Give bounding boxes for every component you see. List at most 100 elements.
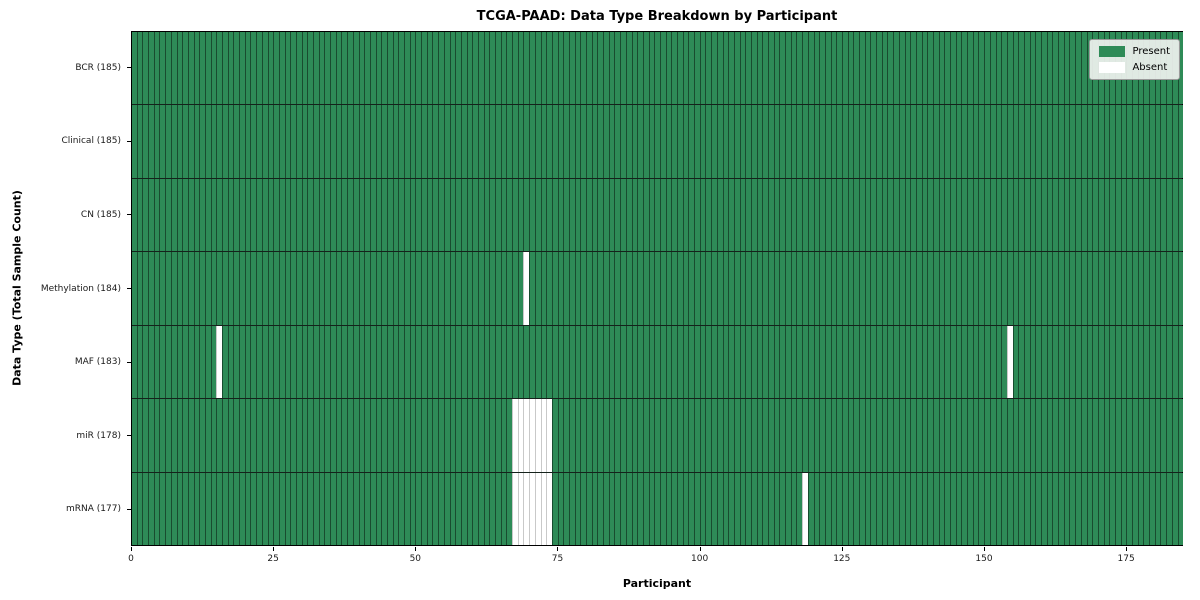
cell-present xyxy=(1154,325,1161,399)
x-tick-mark xyxy=(983,547,985,551)
cell-present xyxy=(557,32,564,105)
cell-present xyxy=(216,252,222,325)
cell-present xyxy=(1137,325,1144,399)
cell-present xyxy=(1041,32,1047,105)
cell-present xyxy=(426,399,433,472)
cell-present xyxy=(330,32,336,105)
cell-present xyxy=(500,325,507,399)
cell-present xyxy=(654,105,660,178)
cell-present xyxy=(477,399,484,472)
cell-present xyxy=(364,32,370,105)
cell-present xyxy=(995,472,1002,545)
cell-present xyxy=(1069,399,1076,472)
cell-present xyxy=(927,399,933,472)
cell-absent xyxy=(802,472,808,545)
cell-present xyxy=(273,399,279,472)
cell-present xyxy=(1069,252,1076,325)
y-tick-label: miR (178) xyxy=(76,430,121,441)
cell-present xyxy=(790,472,797,545)
cell-present xyxy=(620,105,626,178)
cell-present xyxy=(318,32,325,105)
heatmap-row-mir xyxy=(132,398,1184,472)
cell-present xyxy=(790,252,797,325)
cell-present xyxy=(859,472,865,545)
cell-present xyxy=(893,325,899,399)
cell-present xyxy=(859,399,865,472)
cell-present xyxy=(313,399,319,472)
cell-present xyxy=(443,325,450,399)
cell-absent xyxy=(1006,325,1013,399)
cell-present xyxy=(1012,105,1019,178)
cell-present xyxy=(597,252,604,325)
cell-present xyxy=(859,252,865,325)
cell-present xyxy=(603,472,609,545)
cell-present xyxy=(1069,32,1076,105)
cell-present xyxy=(170,178,177,252)
cell-present xyxy=(1035,472,1041,545)
cell-present xyxy=(216,472,222,545)
cell-present xyxy=(813,325,820,399)
cell-present xyxy=(392,252,399,325)
cell-present xyxy=(659,178,666,252)
cell-present xyxy=(637,472,643,545)
cell-present xyxy=(1080,105,1087,178)
cell-present xyxy=(984,105,990,178)
cell-present xyxy=(1097,399,1104,472)
cell-present xyxy=(972,32,979,105)
cell-present xyxy=(165,178,171,252)
cell-present xyxy=(506,105,513,178)
cell-present xyxy=(347,399,353,472)
cell-present xyxy=(324,325,331,399)
x-tick-mark xyxy=(841,547,843,551)
cell-present xyxy=(591,252,598,325)
cell-present xyxy=(1149,105,1155,178)
cell-present xyxy=(1103,399,1110,472)
cell-present xyxy=(284,252,291,325)
heatmap-row-cn xyxy=(132,177,1184,252)
cell-present xyxy=(807,252,814,325)
cell-present xyxy=(267,252,274,325)
cell-present xyxy=(915,178,922,252)
x-tick-mark xyxy=(415,547,417,551)
cell-present xyxy=(1086,105,1093,178)
cell-present xyxy=(216,105,222,178)
cell-present xyxy=(1018,325,1024,399)
cell-present xyxy=(904,399,911,472)
cell-present xyxy=(893,105,899,178)
cell-present xyxy=(1149,178,1155,252)
cell-present xyxy=(540,178,547,252)
cell-present xyxy=(1092,399,1098,472)
cell-present xyxy=(534,105,541,178)
cell-present xyxy=(199,178,205,252)
cell-present xyxy=(762,472,768,545)
cell-present xyxy=(472,325,478,399)
cell-present xyxy=(551,399,558,472)
cell-present xyxy=(233,105,240,178)
cell-present xyxy=(671,472,677,545)
cell-present xyxy=(716,32,723,105)
cell-present xyxy=(881,325,888,399)
cell-present xyxy=(688,472,695,545)
cell-absent xyxy=(523,472,530,545)
cell-present xyxy=(807,32,814,105)
cell-present xyxy=(1092,472,1098,545)
cell-present xyxy=(938,399,945,472)
cell-present xyxy=(415,32,422,105)
cell-present xyxy=(972,105,979,178)
cell-present xyxy=(199,472,205,545)
cell-present xyxy=(756,178,763,252)
cell-present xyxy=(483,252,490,325)
cell-present xyxy=(1132,178,1138,252)
cell-present xyxy=(864,472,871,545)
cell-present xyxy=(313,105,319,178)
cell-present xyxy=(261,32,268,105)
cell-present xyxy=(807,105,814,178)
cell-present xyxy=(483,105,490,178)
cell-present xyxy=(1143,472,1150,545)
cell-present xyxy=(216,32,222,105)
cell-present xyxy=(739,399,746,472)
cell-present xyxy=(1120,399,1127,472)
cell-present xyxy=(369,252,376,325)
cell-present xyxy=(506,32,513,105)
